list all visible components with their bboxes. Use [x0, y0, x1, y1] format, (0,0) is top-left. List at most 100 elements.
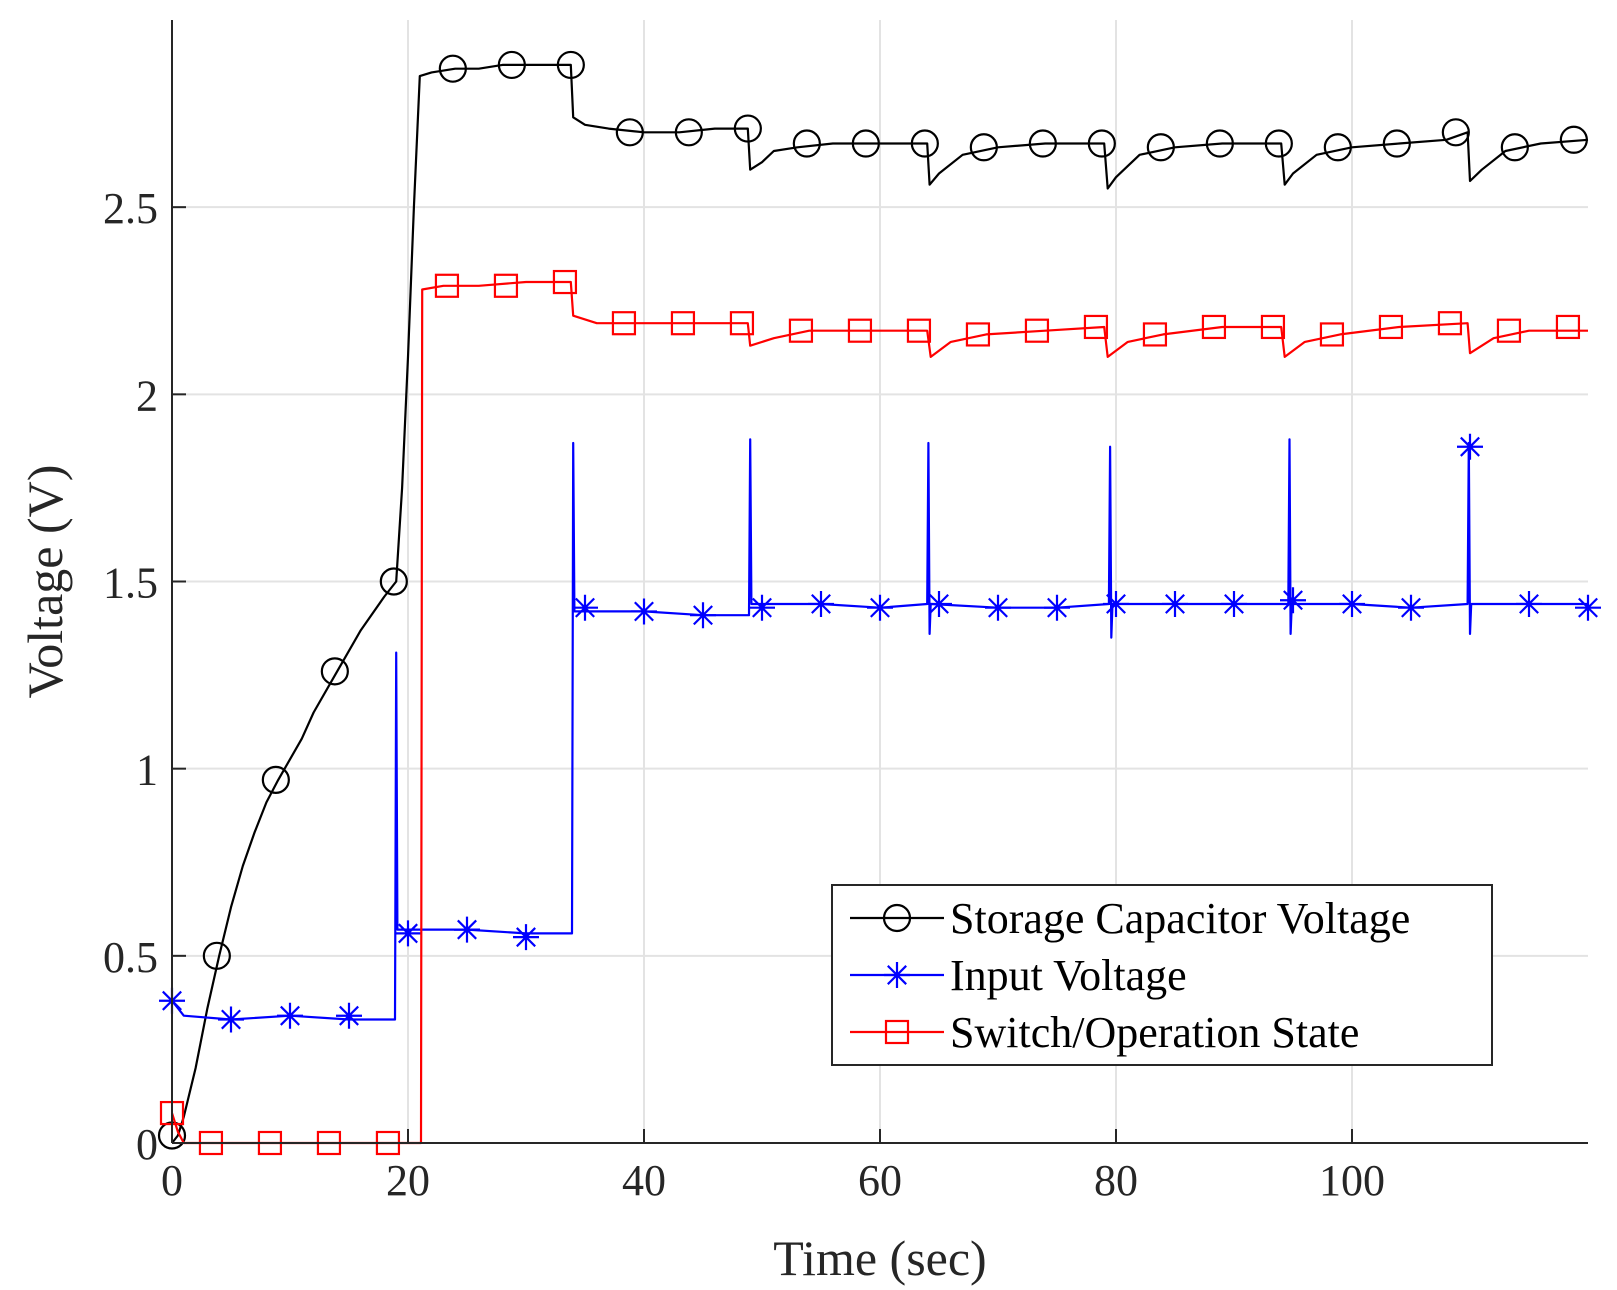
data-point — [261, 765, 290, 794]
data-point — [497, 50, 526, 80]
data-point — [1500, 133, 1529, 162]
series-line — [171, 438, 1588, 1021]
legend-item: Switch/Operation State — [850, 1008, 1359, 1057]
series-asterisk — [159, 433, 1601, 1033]
data-point — [1162, 590, 1188, 617]
data-point — [434, 273, 460, 298]
data-point — [788, 318, 814, 343]
data-point — [749, 594, 775, 621]
y-tick-label: 2.5 — [103, 184, 158, 233]
y-tick-label: 1.5 — [103, 559, 158, 608]
series-line — [170, 280, 1588, 1145]
data-point — [985, 594, 1011, 621]
data-point — [1398, 594, 1424, 621]
data-point — [1555, 314, 1581, 340]
data-point — [218, 1006, 244, 1033]
data-point — [1378, 314, 1404, 340]
data-point — [1201, 314, 1227, 340]
data-point — [1496, 318, 1522, 343]
data-point — [336, 1002, 362, 1029]
data-point — [851, 129, 880, 158]
y-tick-label: 2 — [136, 371, 158, 420]
data-point — [729, 311, 755, 336]
data-point — [277, 1002, 303, 1029]
data-point — [493, 273, 519, 298]
x-tick-label: 0 — [161, 1156, 183, 1205]
data-point — [733, 114, 762, 143]
data-point — [556, 50, 585, 80]
data-point — [615, 118, 644, 147]
y-tick-label: 1 — [136, 746, 158, 795]
data-point — [690, 602, 716, 629]
data-point — [513, 924, 539, 951]
axes: 0 20 40 60 80 100 0 0.5 1 1.5 2 2.5 — [103, 20, 1588, 1205]
series-group — [157, 50, 1601, 1156]
data-point — [1437, 311, 1463, 336]
data-point — [674, 118, 703, 147]
data-point — [1028, 129, 1057, 158]
data-point — [792, 129, 821, 158]
data-point — [395, 920, 421, 947]
data-point — [1323, 133, 1352, 162]
data-point — [1103, 590, 1129, 617]
data-point — [611, 311, 637, 336]
data-point — [1516, 590, 1542, 617]
series-circle — [157, 50, 1589, 1150]
data-point — [1575, 594, 1601, 621]
legend-label: Switch/Operation State — [950, 1008, 1359, 1057]
legend-marker — [884, 962, 910, 988]
data-point — [1260, 314, 1286, 340]
legend-marker — [884, 1019, 910, 1045]
data-point — [572, 594, 598, 621]
data-point — [926, 590, 952, 617]
data-point — [1457, 433, 1483, 460]
data-point — [670, 311, 696, 336]
legend-item: Input Voltage — [850, 951, 1187, 1000]
x-tick-label: 40 — [622, 1156, 666, 1205]
y-tick-label: 0.5 — [103, 933, 158, 982]
data-point — [906, 318, 932, 343]
data-point — [454, 916, 480, 943]
x-tick-label: 60 — [858, 1156, 902, 1205]
data-point — [867, 594, 893, 621]
x-tick-label: 20 — [386, 1156, 430, 1205]
data-point — [438, 54, 467, 83]
data-point — [379, 567, 408, 596]
legend-label: Input Voltage — [950, 951, 1187, 1000]
y-axis-title: Voltage (V) — [17, 465, 73, 699]
data-point — [1205, 129, 1234, 158]
data-point — [965, 322, 991, 347]
legend-item: Storage Capacitor Voltage — [850, 894, 1410, 943]
data-point — [1559, 125, 1588, 154]
y-tick-label: 0 — [136, 1120, 158, 1169]
data-point — [1146, 133, 1175, 162]
data-point — [1280, 587, 1306, 614]
x-tick-label: 80 — [1094, 1156, 1138, 1205]
data-point — [1382, 129, 1411, 158]
data-point — [320, 657, 349, 686]
data-point — [847, 318, 873, 343]
data-point — [910, 129, 939, 158]
data-point — [1044, 594, 1070, 621]
data-point — [1024, 318, 1050, 343]
legend-label: Storage Capacitor Voltage — [950, 894, 1410, 943]
data-point — [1319, 322, 1345, 347]
data-point — [202, 941, 231, 970]
data-point — [1221, 590, 1247, 617]
x-axis-title: Time (sec) — [773, 1230, 986, 1286]
data-point — [1441, 118, 1470, 147]
x-tick-label: 100 — [1319, 1156, 1385, 1205]
data-point — [808, 590, 834, 617]
data-point — [1264, 129, 1293, 158]
data-point — [1083, 314, 1109, 340]
data-point — [631, 598, 657, 625]
data-point — [552, 269, 578, 295]
data-point — [969, 133, 998, 162]
data-point — [1087, 129, 1116, 158]
legend: Storage Capacitor Voltage Input Voltage Sw… — [831, 884, 1493, 1066]
legend-marker — [882, 903, 912, 933]
series-line — [171, 63, 1589, 1144]
data-point — [1142, 322, 1168, 347]
